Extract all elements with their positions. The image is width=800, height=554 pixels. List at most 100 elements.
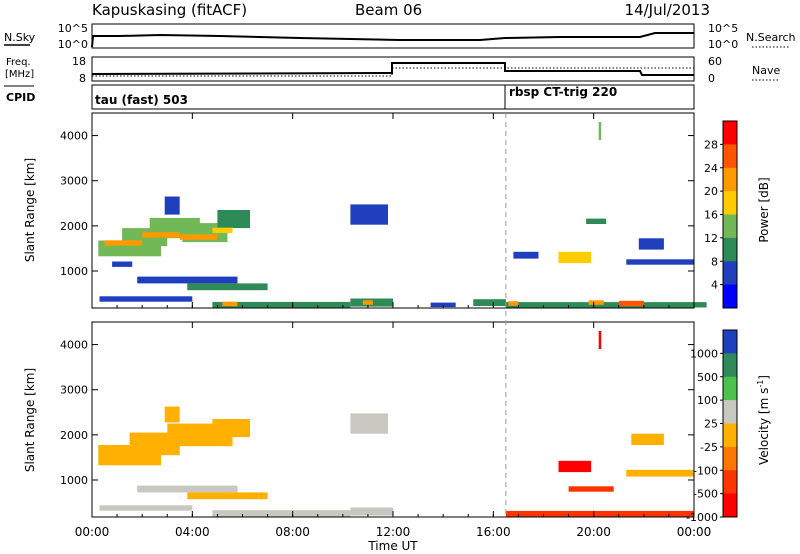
- power-ytick-label-0: 1000: [60, 265, 88, 278]
- vel-cbar-seg-5: [723, 446, 737, 471]
- vel-cbar-label-2: 100: [697, 394, 718, 407]
- velocity-y-ticks: 1000 2000 3000 4000: [60, 339, 694, 487]
- power-panel: 1000 2000 3000 4000 Slant Range [km]: [23, 112, 707, 309]
- time-tick-label-2: 08:00: [275, 525, 310, 539]
- power-cell-29: [513, 251, 539, 259]
- power-cell-10: [112, 261, 133, 267]
- vel-cell-16: [598, 331, 602, 350]
- vel-cbar-label-0: 1000: [690, 347, 718, 360]
- vel-cbar-label-7: -1000: [686, 511, 718, 524]
- cpid-label: CPID: [6, 91, 35, 104]
- power-cell-21: [508, 301, 519, 306]
- vel-cell-4: [164, 406, 180, 423]
- power-cbar-label-5: 8: [711, 255, 718, 268]
- time-tick-label-4: 16:00: [476, 525, 511, 539]
- power-cell-7: [142, 232, 180, 238]
- cpid-mode-2: rbsp CT-trig 220: [509, 85, 617, 99]
- power-cbar-seg-7: [723, 284, 737, 309]
- vel-cbar-seg-7: [723, 493, 737, 518]
- velocity-cells: [98, 331, 694, 517]
- vel-cbar-label-3: 25: [704, 418, 718, 431]
- time-tick-label-6: 00:00: [677, 525, 712, 539]
- velocity-panel: 1000 2000 3000 4000 Slant Range [km]: [23, 321, 695, 518]
- power-cell-9: [212, 227, 233, 234]
- power-cell-8: [179, 234, 218, 240]
- vel-ytick-label-1: 2000: [60, 429, 88, 442]
- vel-cell-5: [137, 485, 238, 493]
- vel-cell-13: [568, 486, 614, 492]
- vel-cell-12: [505, 510, 694, 517]
- freq-left-tick-bottom: 8: [79, 72, 86, 85]
- noise-search-label: N.Search: [746, 31, 796, 44]
- date-title: 14/Jul/2013: [625, 1, 710, 19]
- velocity-ylabel: Slant Range [km]: [23, 368, 37, 472]
- power-cell-30: [598, 122, 602, 141]
- time-tick-label-3: 12:00: [376, 525, 411, 539]
- power-colorbar: 28 24 20 16 12 8 4: [704, 120, 738, 309]
- noise-sky-label: N.Sky: [4, 31, 36, 44]
- power-cell-14: [212, 301, 351, 308]
- vel-cbar-seg-2: [723, 376, 737, 401]
- vel-cbar-seg-6: [723, 470, 737, 495]
- frequency-panel: Freq. [MHz] 18 8 60 0 Nave: [5, 55, 780, 85]
- power-y-ticks: 1000 2000 3000 4000: [60, 130, 694, 278]
- power-cbar-label-0: 28: [704, 138, 718, 151]
- nave-label: Nave: [752, 64, 780, 77]
- noise-left-tick-bottom: 10^0: [58, 38, 88, 51]
- power-cell-18: [505, 302, 707, 308]
- time-axis-ticks: 00:00 04:00 08:00 12:00 16:00 20:00 00:00: [75, 113, 712, 539]
- freq-left-tick-top: 18: [72, 55, 86, 68]
- power-cell-27: [626, 259, 694, 265]
- power-ytick-label-1: 2000: [60, 220, 88, 233]
- vel-cell-10: [350, 413, 388, 434]
- power-cell-17: [473, 299, 506, 306]
- vel-cell-11: [558, 460, 592, 473]
- vel-cbar-label-6: -500: [693, 488, 718, 501]
- time-axis-label: Time UT: [367, 539, 418, 553]
- power-cbar-seg-2: [723, 167, 737, 192]
- power-cell-25: [558, 251, 592, 264]
- power-cell-16: [430, 302, 456, 308]
- vel-ytick-label-3: 4000: [60, 339, 88, 352]
- power-cbar-seg-3: [723, 191, 737, 215]
- power-cell-13: [99, 296, 193, 302]
- power-cbar-seg-4: [723, 214, 737, 239]
- power-cell-6: [104, 240, 143, 246]
- vel-cbar-label-5: -100: [693, 464, 718, 477]
- vel-cell-8: [212, 510, 351, 517]
- power-cbar-seg-6: [723, 261, 737, 286]
- vel-cbar-label-1: 500: [697, 371, 718, 384]
- vel-cell-14: [626, 469, 694, 477]
- freq-label-line2: [MHz]: [5, 69, 34, 80]
- power-cbar-seg-5: [723, 237, 737, 262]
- noise-right-tick-top: 10^5: [708, 22, 738, 35]
- power-cells: [98, 122, 707, 308]
- power-cell-4: [217, 210, 250, 229]
- beam-title: Beam 06: [355, 1, 422, 19]
- vel-cell-6: [187, 492, 268, 500]
- noise-panel: N.Sky 10^5 10^0 10^5 10^0 N.Search: [4, 22, 796, 51]
- vel-cell-3: [212, 419, 250, 438]
- vel-cbar-seg-4: [723, 423, 737, 448]
- vel-cbar-seg-0: [723, 330, 737, 354]
- nave-trace: [92, 67, 694, 77]
- power-cell-5: [164, 196, 180, 215]
- nave-right-tick-top: 60: [708, 55, 722, 68]
- vel-cell-9: [350, 507, 393, 516]
- freq-label-line1: Freq.: [6, 57, 31, 68]
- vel-cell-7: [99, 505, 193, 511]
- noise-sky-trace: [91, 32, 694, 48]
- power-cbar-label-3: 16: [704, 209, 718, 222]
- velocity-colorbar-label: Velocity [m s-1]: [756, 375, 771, 465]
- power-cbar-label-1: 24: [704, 162, 718, 175]
- time-tick-label-1: 04:00: [175, 525, 210, 539]
- vel-cbar-label-4: -25: [700, 441, 718, 454]
- vel-cbar-seg-1: [723, 353, 737, 378]
- cpid-mode-1: tau (fast) 503: [95, 93, 188, 107]
- power-cbar-seg-1: [723, 144, 737, 169]
- frequency-trace: [91, 62, 694, 76]
- vel-cbar-seg-3: [723, 400, 737, 424]
- vel-ytick-label-0: 1000: [60, 474, 88, 487]
- power-cbar-label-6: 4: [711, 279, 718, 292]
